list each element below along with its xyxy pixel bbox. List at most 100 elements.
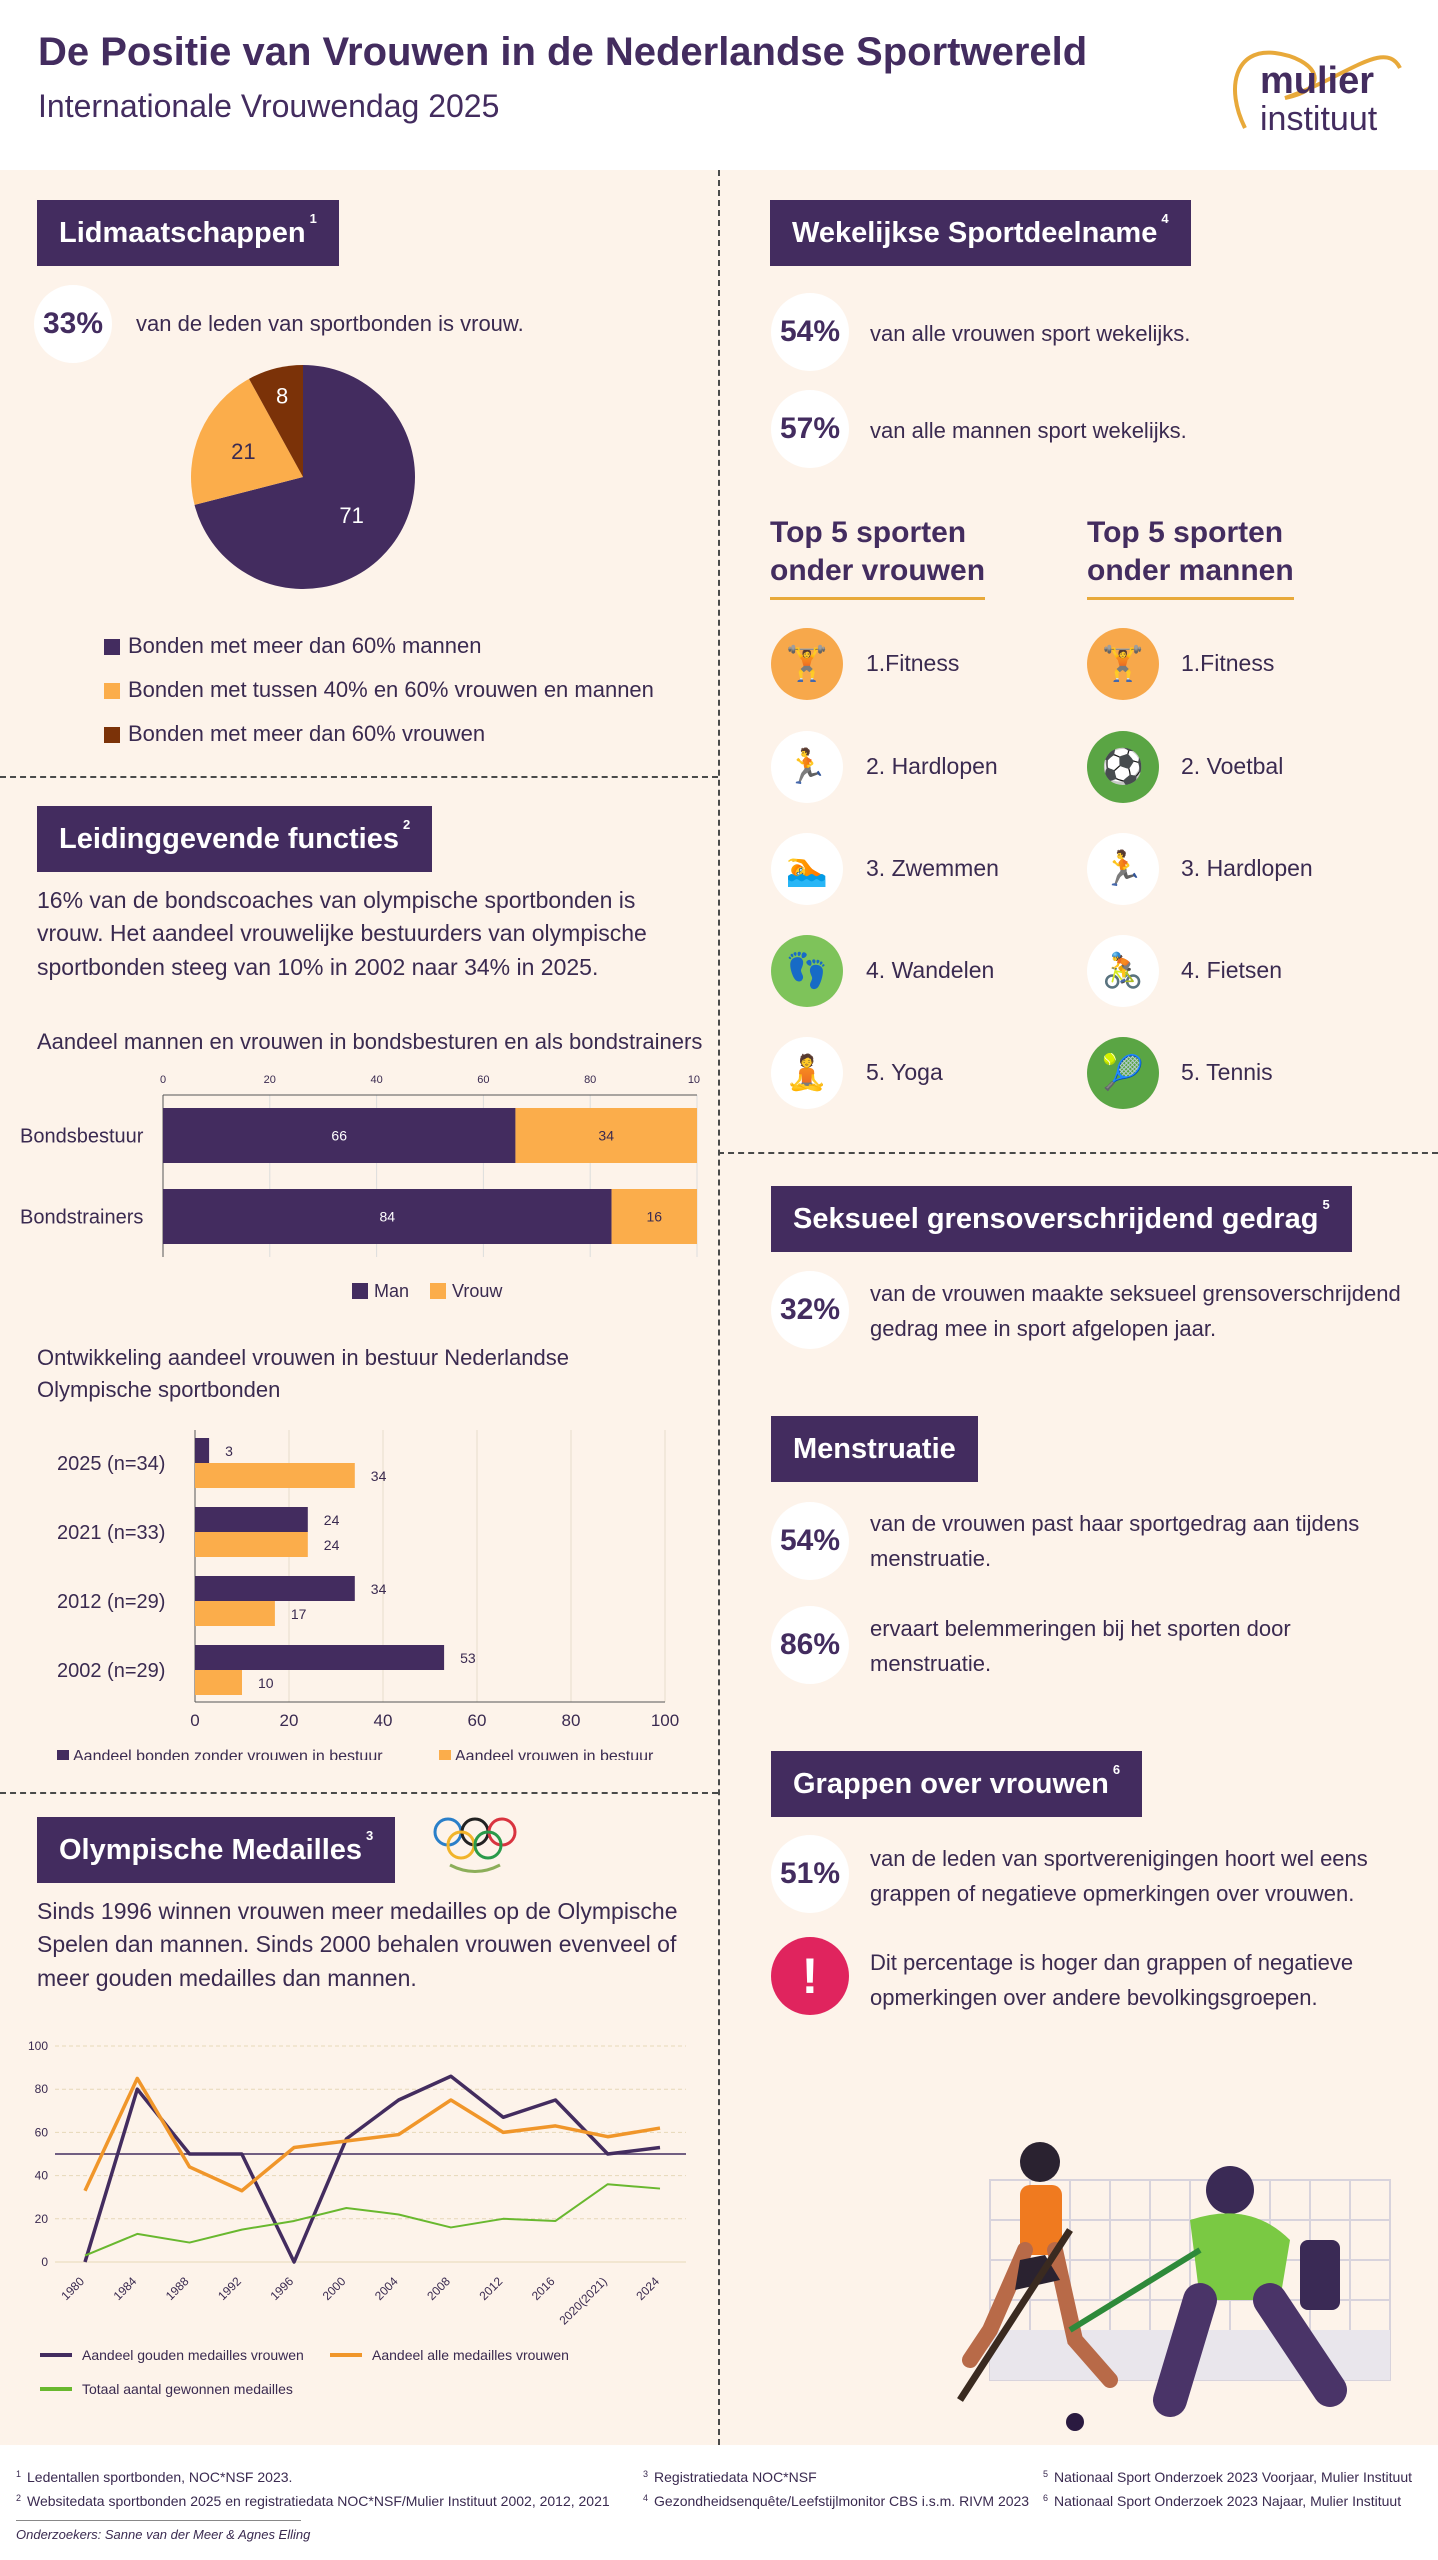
section-badge-menstruatie: Menstruatie bbox=[771, 1416, 978, 1482]
x-tick-label: 2020(2021) bbox=[557, 2274, 610, 2327]
legend-label: Man bbox=[374, 1281, 409, 1301]
tick-label: 40 bbox=[35, 2169, 49, 2183]
x-tick-label: 1992 bbox=[215, 2274, 244, 2303]
legend-swatch bbox=[439, 1750, 451, 1760]
dumbbell-icon: 🏋 bbox=[1087, 628, 1159, 700]
bar bbox=[195, 1532, 308, 1557]
x-tick-label: 2008 bbox=[424, 2274, 453, 2303]
x-tick-label: 2004 bbox=[372, 2274, 401, 2303]
bar-value-label: 53 bbox=[460, 1650, 476, 1666]
section-title: Menstruatie bbox=[793, 1433, 956, 1465]
footnote-text: Nationaal Sport Onderzoek 2023 Voorjaar,… bbox=[1054, 2469, 1412, 2485]
tick-label: 100 bbox=[651, 1711, 679, 1730]
sport-label: 3. Hardlopen bbox=[1181, 855, 1313, 881]
stat-circle: 51% bbox=[771, 1835, 849, 1913]
x-tick-label: 2024 bbox=[633, 2274, 662, 2303]
section-badge-seksueel: Seksueel grensoverschrijdend gedrag 5 bbox=[771, 1186, 1352, 1252]
tick-label: 100 bbox=[688, 1074, 700, 1086]
heading-line: Top 5 sporten bbox=[1087, 516, 1284, 549]
legend-label: Totaal aantal gewonnen medailles bbox=[82, 2381, 293, 2397]
sport-label: 3. Zwemmen bbox=[866, 855, 999, 881]
section-divider bbox=[0, 776, 718, 778]
category-label: 2021 (n=33) bbox=[57, 1522, 165, 1544]
pie-value-label: 71 bbox=[339, 503, 363, 528]
legend-swatch bbox=[104, 683, 120, 699]
stat-circle: 32% bbox=[771, 1271, 849, 1349]
bar-segment bbox=[611, 1189, 697, 1244]
legend-swatch bbox=[430, 1283, 446, 1299]
bar-value-label: 16 bbox=[646, 1209, 662, 1225]
pie-legend-item: Bonden met tussen 40% en 60% vrouwen en … bbox=[104, 672, 654, 707]
tick-label: 20 bbox=[264, 1074, 276, 1086]
category-label: Bondstrainers bbox=[20, 1207, 143, 1229]
bar-segment bbox=[515, 1108, 697, 1163]
dumbbell-icon: 🏋 bbox=[771, 628, 843, 700]
sport-label: 5. Tennis bbox=[1181, 1059, 1273, 1085]
stat-text: van alle vrouwen sport wekelijks. bbox=[870, 321, 1191, 346]
sport-label: 4. Wandelen bbox=[866, 957, 995, 983]
top5-women-heading: Top 5 sporten onder vrouwen bbox=[770, 514, 986, 600]
legend-swatch bbox=[57, 1750, 69, 1760]
footprints-icon: 👣 bbox=[771, 935, 843, 1007]
alert-icon: ! bbox=[771, 1937, 849, 2015]
tick-label: 80 bbox=[35, 2082, 49, 2096]
sport-label: 2. Voetbal bbox=[1181, 753, 1284, 779]
section-title: Wekelijkse Sportdeelname bbox=[792, 217, 1158, 249]
bar-value-label: 34 bbox=[598, 1128, 614, 1144]
footnote-ref: 6 bbox=[1112, 1762, 1121, 1777]
section-badge-lidmaatschappen: Lidmaatschappen 1 bbox=[37, 200, 339, 266]
footnote-5: 5 Nationaal Sport Onderzoek 2023 Voorjaar… bbox=[1043, 2469, 1412, 2485]
x-tick-label: 1988 bbox=[163, 2274, 192, 2303]
legend-label: Aandeel alle medailles vrouwen bbox=[372, 2347, 569, 2363]
bar-value-label: 34 bbox=[371, 1581, 387, 1597]
bar-value-label: 17 bbox=[291, 1606, 307, 1622]
stat-text: ervaart belemmeringen bij het sporten do… bbox=[870, 1616, 1291, 1677]
sport-label: 2. Hardlopen bbox=[866, 753, 998, 779]
footnote-text: Nationaal Sport Onderzoek 2023 Najaar, M… bbox=[1054, 2493, 1402, 2509]
footnote-ref: 4 bbox=[1161, 211, 1169, 226]
page-header: De Positie van Vrouwen in de Nederlandse… bbox=[0, 0, 1438, 170]
sport-label: 1.Fitness bbox=[866, 650, 960, 676]
bar bbox=[195, 1438, 210, 1463]
category-label: 2002 (n=29) bbox=[57, 1660, 165, 1682]
footnote-6: 6 Nationaal Sport Onderzoek 2023 Najaar, … bbox=[1043, 2493, 1402, 2509]
section-title: Olympische Medailles bbox=[59, 1834, 363, 1866]
tick-label: 80 bbox=[562, 1711, 581, 1730]
hockey-illustration bbox=[957, 2142, 1391, 2431]
legend-label: Aandeel vrouwen in bestuur bbox=[455, 1748, 654, 1760]
tick-label: 0 bbox=[41, 2255, 48, 2269]
bar-value-label: 34 bbox=[371, 1468, 387, 1484]
football-icon: ⚽ bbox=[1087, 731, 1159, 803]
authors: Onderzoekers: Sanne van der Meer & Agnes… bbox=[16, 2527, 311, 2542]
footer-rule bbox=[16, 2520, 301, 2521]
medailles-text: Sinds 1996 winnen vrouwen meer medailles… bbox=[37, 1898, 678, 1991]
tick-label: 20 bbox=[35, 2212, 49, 2226]
legend-label: Bonden met tussen 40% en 60% vrouwen en … bbox=[128, 677, 654, 702]
bar-segment bbox=[163, 1189, 612, 1244]
olympic-rings-icon bbox=[433, 1817, 517, 1873]
swimmer-icon: 🏊 bbox=[771, 833, 843, 905]
pie-chart: 71 21 8 bbox=[191, 365, 415, 589]
grouped-bar-chart: 0 20 40 60 80 100 2025 (n=34) 3 34 2021 (n=33) 24 2… bbox=[57, 1430, 679, 1760]
bar-value-label: 84 bbox=[379, 1209, 395, 1225]
tick-label: 0 bbox=[160, 1074, 166, 1086]
tick-label: 20 bbox=[280, 1711, 299, 1730]
stat-text: van de leden van sportverenigingen hoort… bbox=[870, 1846, 1368, 1907]
legend-label: Bonden met meer dan 60% vrouwen bbox=[128, 721, 486, 746]
top5-men-heading: Top 5 sporten onder mannen bbox=[1087, 514, 1294, 600]
page-subtitle: Internationale Vrouwendag 2025 bbox=[38, 88, 500, 124]
footnote-ref: 5 bbox=[1322, 1197, 1330, 1212]
logo-text-instituut: instituut bbox=[1260, 100, 1378, 138]
pie-legend-item: Bonden met meer dan 60% vrouwen bbox=[104, 716, 485, 751]
pie-legend-item: Bonden met meer dan 60% mannen bbox=[104, 628, 481, 663]
section-title: Seksueel grensoverschrijdend gedrag bbox=[793, 1203, 1319, 1235]
tick-label: 40 bbox=[374, 1711, 393, 1730]
pie-slice bbox=[249, 365, 303, 477]
stat-text: van de vrouwen past haar sportgedrag aan… bbox=[870, 1511, 1360, 1572]
stacked-bar-chart: 0 20 40 60 80 100 Bondsbestuur 66 34 Bondstrainer… bbox=[20, 1074, 700, 1301]
x-tick-label: 1996 bbox=[267, 2274, 296, 2303]
bar-value-label: 24 bbox=[324, 1537, 340, 1553]
footnote-text: Gezondheidsenquête/Leefstijlmonitor CBS … bbox=[654, 2493, 1030, 2509]
stat-circle: 54% bbox=[771, 1502, 849, 1580]
bar-value-label: 10 bbox=[258, 1675, 274, 1691]
